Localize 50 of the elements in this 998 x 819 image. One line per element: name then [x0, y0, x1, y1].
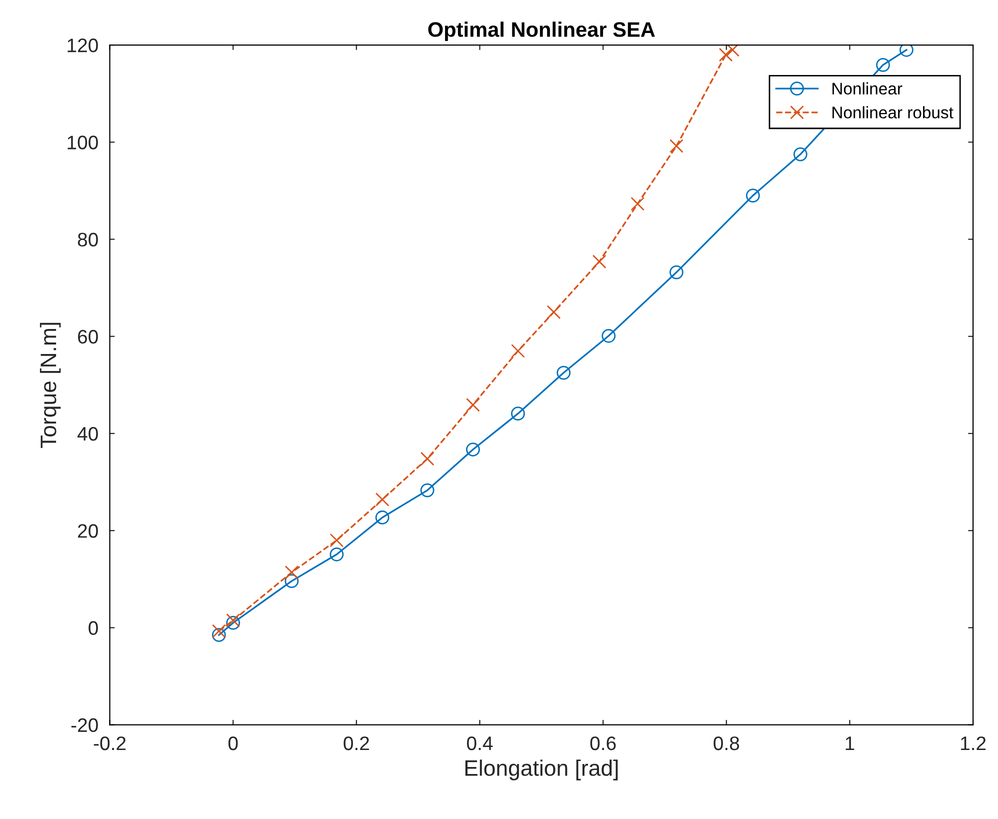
point — [511, 406, 525, 421]
point — [375, 510, 390, 524]
legend-label: Nonlinear robust — [832, 106, 954, 118]
point — [284, 565, 299, 580]
y-tick-label: 120 — [68, 38, 98, 52]
point — [226, 616, 240, 630]
point — [212, 628, 226, 642]
x-tick-label: 1.2 — [961, 736, 986, 750]
point — [718, 48, 733, 62]
point — [670, 265, 684, 280]
point — [793, 147, 808, 162]
x-tick-label: 0 — [228, 736, 238, 750]
point — [466, 398, 480, 412]
point — [630, 196, 645, 211]
y-tick-label: 20 — [78, 524, 98, 538]
y-tick-label: -20 — [71, 718, 98, 732]
x-tick-label: -0.2 — [94, 736, 126, 750]
y-axis-title: Torque [N.m] — [40, 322, 61, 448]
point — [726, 45, 740, 57]
y-tick-label: 100 — [68, 136, 98, 150]
x-tick-label: 0.2 — [344, 736, 369, 750]
y-tick-label: 40 — [77, 426, 98, 441]
x-tick-label: 0.6 — [590, 736, 616, 750]
point — [556, 366, 571, 380]
point — [876, 58, 890, 72]
point — [546, 305, 561, 320]
point — [330, 533, 344, 548]
point — [746, 188, 760, 203]
point — [420, 483, 434, 498]
y-tick-label: 60 — [78, 330, 98, 344]
point — [466, 442, 480, 456]
point — [284, 574, 299, 588]
point — [226, 613, 240, 628]
point — [900, 45, 914, 57]
x-axis-title: Elongation [rad] — [465, 760, 618, 780]
point — [511, 344, 525, 358]
point — [375, 492, 390, 506]
point — [330, 547, 344, 562]
y-tick-label: 0 — [88, 621, 98, 635]
point — [670, 139, 684, 153]
chart-title: Optimal Nonlinear SEA — [428, 22, 655, 42]
y-tick-label: 80 — [78, 232, 98, 246]
legend-label: Nonlinear — [832, 82, 902, 95]
point — [592, 254, 606, 269]
point — [420, 452, 434, 466]
x-tick-label: 1 — [846, 736, 854, 750]
point — [602, 328, 616, 343]
x-tick-label: 0.4 — [467, 736, 493, 750]
x-tick-label: 0.8 — [714, 736, 740, 750]
point — [212, 624, 226, 638]
